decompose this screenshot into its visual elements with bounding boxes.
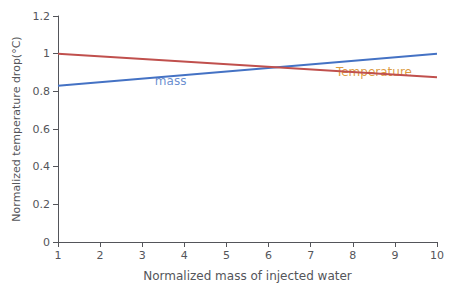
svg-text:Normalized mass of injected wa: Normalized mass of injected water [143,269,352,283]
svg-text:mass: mass [154,73,187,88]
svg-text:Normalized temperature drop(°C: Normalized temperature drop(°C) [10,36,23,221]
svg-text:0.2: 0.2 [33,198,51,211]
svg-text:8: 8 [349,249,356,262]
svg-text:Temperature: Temperature [335,64,412,79]
svg-text:0: 0 [43,236,50,249]
svg-text:4: 4 [181,249,188,262]
svg-text:5: 5 [223,249,230,262]
svg-text:3: 3 [139,249,146,262]
svg-text:10: 10 [430,249,444,262]
svg-text:1: 1 [43,47,50,60]
svg-text:0.4: 0.4 [33,160,51,173]
svg-text:1.2: 1.2 [33,10,51,23]
svg-text:2: 2 [97,249,104,262]
svg-text:7: 7 [307,249,314,262]
svg-text:9: 9 [391,249,398,262]
svg-text:0.8: 0.8 [33,85,51,98]
svg-text:1: 1 [55,249,62,262]
svg-text:0.6: 0.6 [33,123,51,136]
svg-text:6: 6 [265,249,272,262]
